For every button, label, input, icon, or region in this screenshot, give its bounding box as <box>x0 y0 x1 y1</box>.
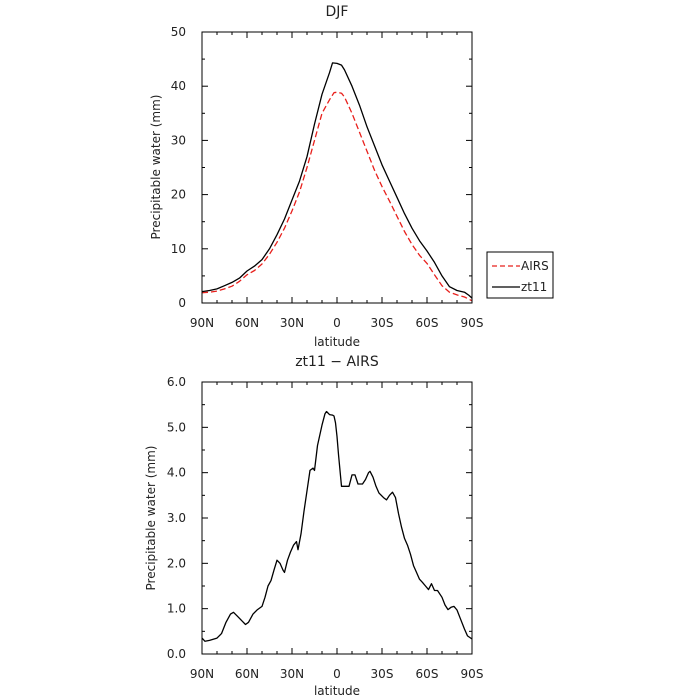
ticks-layer: 90N 60N 30N 0 30S 60S 90S 0 10 20 30 40 50 <box>171 25 484 330</box>
x-tick-label: 0 <box>333 316 341 330</box>
x-tick-label: 30N <box>280 667 304 681</box>
y-tick-label: 40 <box>171 79 186 93</box>
y-tick-label: 6.0 <box>167 375 186 389</box>
x-tick-label: 30S <box>371 316 394 330</box>
y-tick-label: 20 <box>171 188 186 202</box>
series-line-zt11-airs <box>201 410 473 642</box>
y-tick-label: 10 <box>171 242 186 256</box>
x-tick-label: 90S <box>461 667 484 681</box>
legend-box <box>486 251 554 299</box>
panel-difference: zt11 − AIRS 90N 60N 30N 0 30S 60S 90S 0.0 1.0 2.0… <box>144 354 483 698</box>
y-tick-label: 2.0 <box>167 556 186 570</box>
y-tick-label: 30 <box>171 133 186 147</box>
y-tick-label: 50 <box>171 25 186 39</box>
x-tick-label: 60S <box>416 667 439 681</box>
chart-title: DJF <box>326 4 349 20</box>
plot-frame <box>201 381 473 655</box>
y-tick-label: 1.0 <box>167 602 186 616</box>
x-tick-label: 0 <box>333 667 341 681</box>
x-tick-label: 90N <box>190 667 214 681</box>
legend-label-airs: AIRS <box>521 259 549 273</box>
x-axis-label: latitude <box>314 684 360 698</box>
y-tick-label: 4.0 <box>167 466 186 480</box>
legend: AIRS zt11 <box>486 251 554 299</box>
panel-djf: DJF 90N 60N 30N 0 30S 60S 90S 0 10 20 30 40 50 latit… <box>149 4 554 349</box>
series-layer <box>201 410 473 642</box>
x-tick-label: 90S <box>461 316 484 330</box>
y-tick-label: 5.0 <box>167 420 186 434</box>
y-tick-label: 0 <box>178 296 186 310</box>
series-line-zt11 <box>201 62 473 299</box>
y-tick-label: 3.0 <box>167 511 186 525</box>
legend-label-zt11: zt11 <box>521 280 547 294</box>
y-tick-label: 0.0 <box>167 647 186 661</box>
x-tick-label: 60N <box>235 667 259 681</box>
x-tick-label: 60S <box>416 316 439 330</box>
series-line-airs <box>201 91 473 302</box>
x-tick-label: 30N <box>280 316 304 330</box>
series-layer <box>201 62 473 302</box>
x-tick-label: 60N <box>235 316 259 330</box>
x-axis-label: latitude <box>314 335 360 349</box>
plot-frame <box>201 31 473 304</box>
y-axis-label: Precipitable water (mm) <box>149 95 163 240</box>
y-axis-label: Precipitable water (mm) <box>144 446 158 591</box>
x-tick-label: 90N <box>190 316 214 330</box>
ticks-layer: 90N 60N 30N 0 30S 60S 90S 0.0 1.0 2.0 3.0 4.0 5.0 6.0 <box>167 375 484 681</box>
chart-title: zt11 − AIRS <box>295 354 379 370</box>
x-tick-label: 30S <box>371 667 394 681</box>
